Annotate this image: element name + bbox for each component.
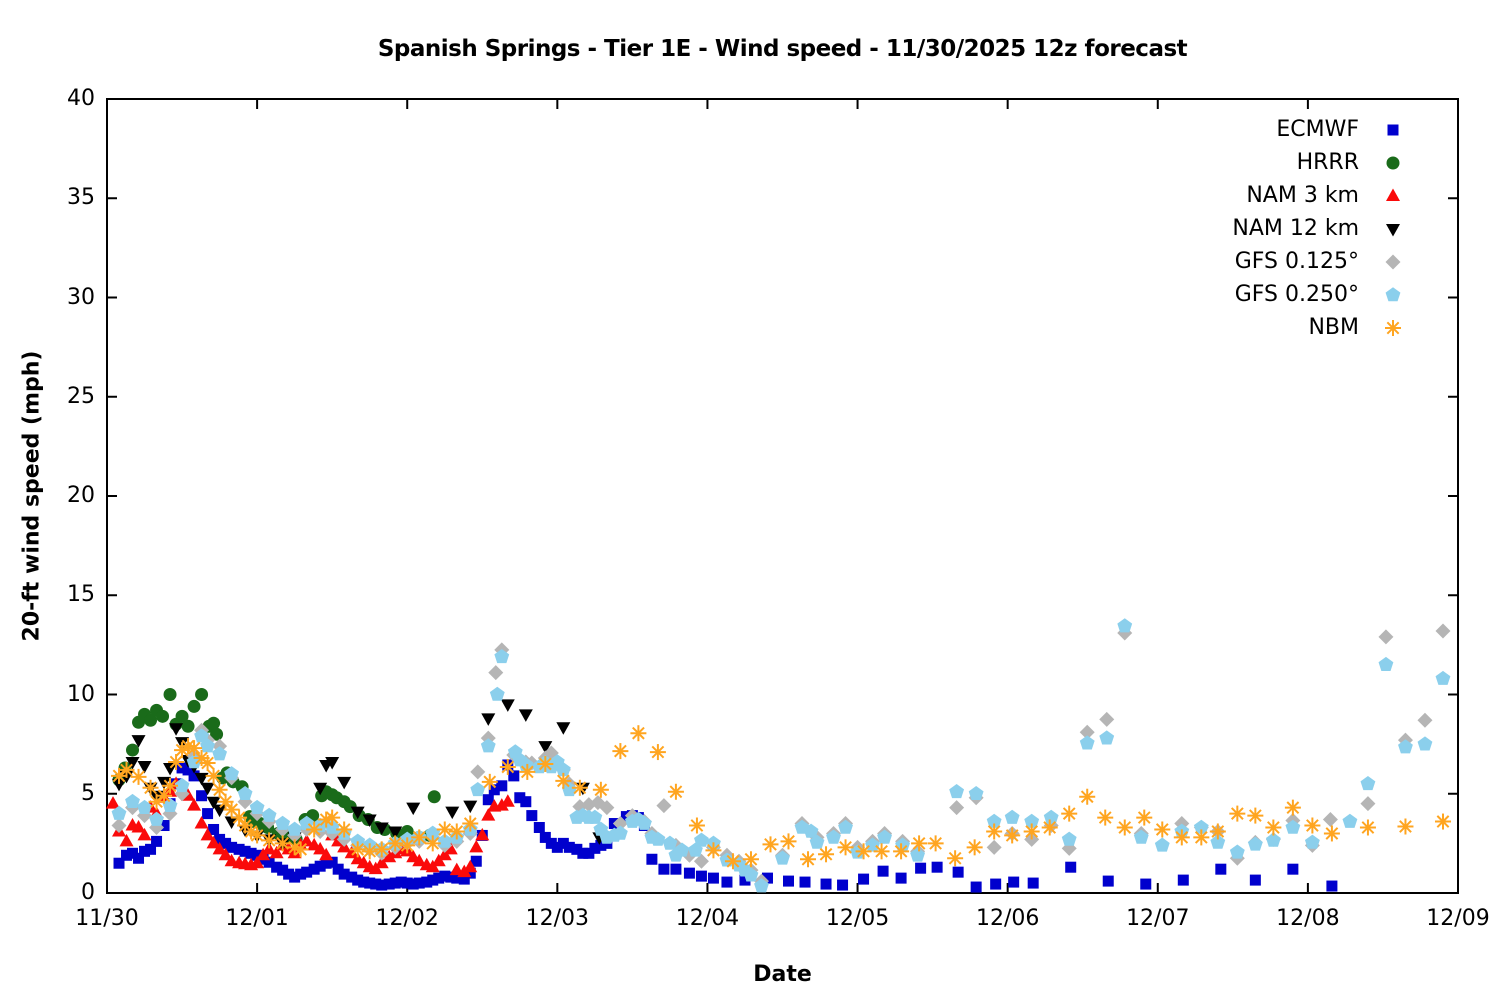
x-tick-label: 12/03 (525, 906, 590, 931)
legend-label: GFS 0.250° (1234, 282, 1359, 307)
x-tick-label: 12/02 (375, 906, 439, 931)
legend-marker-icon (1387, 124, 1399, 135)
y-tick-label: 35 (67, 185, 95, 211)
legend-label: ECMWF (1276, 117, 1359, 142)
legend-item-gfs-0-125-: GFS 0.125° (1232, 245, 1405, 278)
x-axis-label: Date (753, 962, 812, 987)
legend-label: HRRR (1296, 150, 1359, 175)
legend-label: GFS 0.125° (1234, 249, 1359, 274)
y-tick-label: 10 (67, 681, 95, 707)
series-nbm-points (111, 725, 1451, 870)
legend-item-nbm: NBM (1232, 311, 1405, 344)
y-tick-label: 5 (81, 780, 95, 806)
x-tick-label: 12/04 (675, 906, 740, 931)
y-tick-label: 15 (67, 582, 95, 608)
y-tick-label: 40 (67, 86, 95, 111)
y-tick-label: 20 (67, 483, 95, 508)
legend-label: NBM (1308, 315, 1359, 340)
x-tick-label: 12/08 (1276, 906, 1340, 931)
legend-item-gfs-0-250-: GFS 0.250° (1232, 278, 1405, 311)
axis-ticks (106, 98, 1459, 894)
legend: ECMWF HRRR NAM 3 km NAM 12 km GFS 0.125° GFS … (1232, 113, 1405, 344)
y-tick-label: 30 (67, 284, 95, 310)
y-tick-label: 0 (81, 880, 95, 905)
legend-item-nam-12-km: NAM 12 km (1232, 212, 1405, 245)
legend-marker-icon (1385, 286, 1401, 301)
legend-label: NAM 12 km (1232, 216, 1359, 241)
x-tick-label: 12/05 (825, 906, 890, 931)
y-tick-label: 25 (67, 383, 95, 409)
x-tick-label: 12/06 (975, 906, 1040, 931)
legend-label: NAM 3 km (1246, 183, 1359, 208)
legend-marker-icon (1386, 223, 1400, 236)
x-tick-label: 12/07 (1126, 906, 1190, 931)
x-tick-label: 12/01 (225, 906, 289, 931)
legend-item-ecmwf: ECMWF (1232, 113, 1405, 146)
legend-marker-icon (1386, 156, 1400, 169)
legend-marker-icon (1385, 254, 1401, 269)
chart-title: Spanish Springs - Tier 1E - Wind speed -… (377, 36, 1188, 62)
x-tick-label: 12/09 (1426, 906, 1490, 931)
legend-item-nam-3-km: NAM 3 km (1232, 179, 1405, 212)
x-tick-label: 11/30 (75, 906, 139, 931)
legend-marker-icon (1385, 319, 1401, 336)
series-nam-3-km-points (106, 776, 515, 878)
legend-item-hrrr: HRRR (1232, 146, 1405, 179)
legend-marker-icon (1386, 188, 1400, 201)
